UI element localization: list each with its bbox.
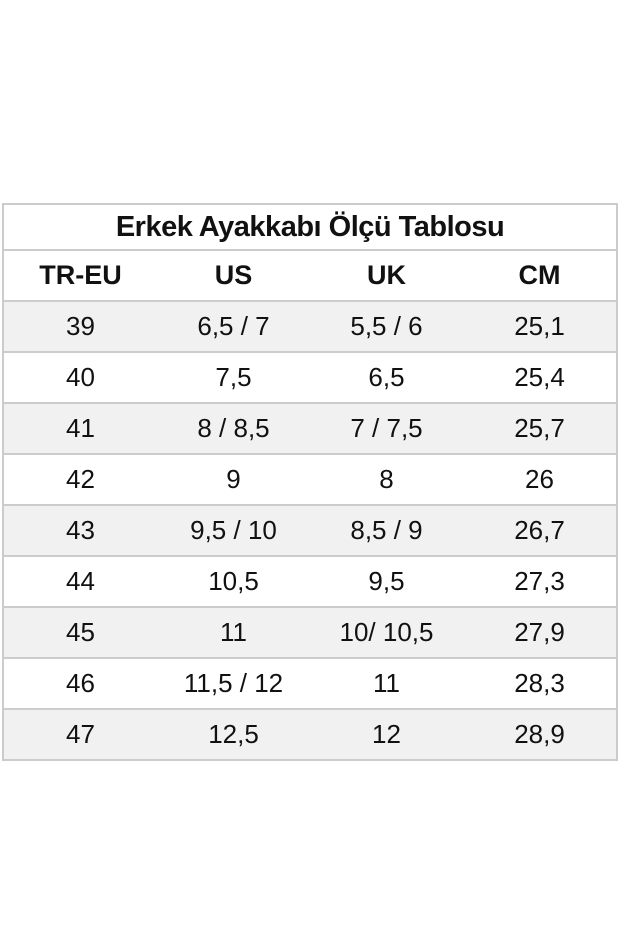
table-row: 45 11 10/ 10,5 27,9 [4, 606, 616, 657]
table-cell: 7,5 [215, 362, 252, 392]
table-cell: 12,5 [208, 719, 259, 749]
column-header-us: US [214, 260, 253, 290]
table-cell: 47 [66, 719, 95, 749]
table-row: 46 11,5 / 12 11 28,3 [4, 657, 616, 708]
table-cell: 8 [379, 464, 394, 494]
table-row: 39 6,5 / 7 5,5 / 6 25,1 [4, 300, 616, 351]
table-cell: 8 / 8,5 [197, 413, 270, 443]
table-cell: 10,5 [208, 566, 259, 596]
table-cell: 6,5 [368, 362, 405, 392]
shoe-size-table: Erkek Ayakkabı Ölçü Tablosu TR-EU US UK CM … [2, 203, 618, 761]
table-cell: 10/ 10,5 [339, 617, 434, 647]
table-cell: 26,7 [514, 515, 565, 545]
column-header-cm: CM [518, 260, 561, 290]
table-cell: 27,9 [514, 617, 565, 647]
column-header-tr-eu: TR-EU [39, 260, 122, 290]
column-header-uk: UK [367, 260, 406, 290]
table-cell: 6,5 / 7 [197, 311, 270, 341]
table-row: 43 9,5 / 10 8,5 / 9 26,7 [4, 504, 616, 555]
table-cell: 7 / 7,5 [350, 413, 423, 443]
table-header-row: TR-EU US UK CM [4, 249, 616, 300]
table-cell: 39 [66, 311, 95, 341]
table-cell: 9,5 / 10 [190, 515, 277, 545]
table-row: 47 12,5 12 28,9 [4, 708, 616, 759]
table-cell: 41 [66, 413, 95, 443]
table-cell: 25,4 [514, 362, 565, 392]
table-cell: 9 [226, 464, 241, 494]
table-cell: 11,5 / 12 [183, 668, 284, 698]
table-cell: 28,9 [514, 719, 565, 749]
table-cell: 43 [66, 515, 95, 545]
table-cell: 12 [372, 719, 401, 749]
table-cell: 8,5 / 9 [350, 515, 423, 545]
table-row: 42 9 8 26 [4, 453, 616, 504]
table-row: 41 8 / 8,5 7 / 7,5 25,7 [4, 402, 616, 453]
table-cell: 26 [525, 464, 554, 494]
table-title: Erkek Ayakkabı Ölçü Tablosu [115, 210, 505, 243]
table-cell: 25,7 [514, 413, 565, 443]
table-cell: 40 [66, 362, 95, 392]
table-cell: 25,1 [514, 311, 565, 341]
table-cell: 46 [66, 668, 95, 698]
table-cell: 42 [66, 464, 95, 494]
table-title-row: Erkek Ayakkabı Ölçü Tablosu [4, 205, 616, 249]
table-cell: 28,3 [514, 668, 565, 698]
table-row: 40 7,5 6,5 25,4 [4, 351, 616, 402]
table-cell: 44 [66, 566, 95, 596]
table-row: 44 10,5 9,5 27,3 [4, 555, 616, 606]
table-cell: 45 [66, 617, 95, 647]
table-body: 39 6,5 / 7 5,5 / 6 25,1 40 7,5 6,5 25,4 41 8 / 8,… [4, 300, 616, 759]
table-cell: 27,3 [514, 566, 565, 596]
table-cell: 11 [220, 617, 247, 647]
table-cell: 9,5 [368, 566, 405, 596]
table-cell: 5,5 / 6 [350, 311, 423, 341]
table-cell: 11 [373, 668, 400, 698]
